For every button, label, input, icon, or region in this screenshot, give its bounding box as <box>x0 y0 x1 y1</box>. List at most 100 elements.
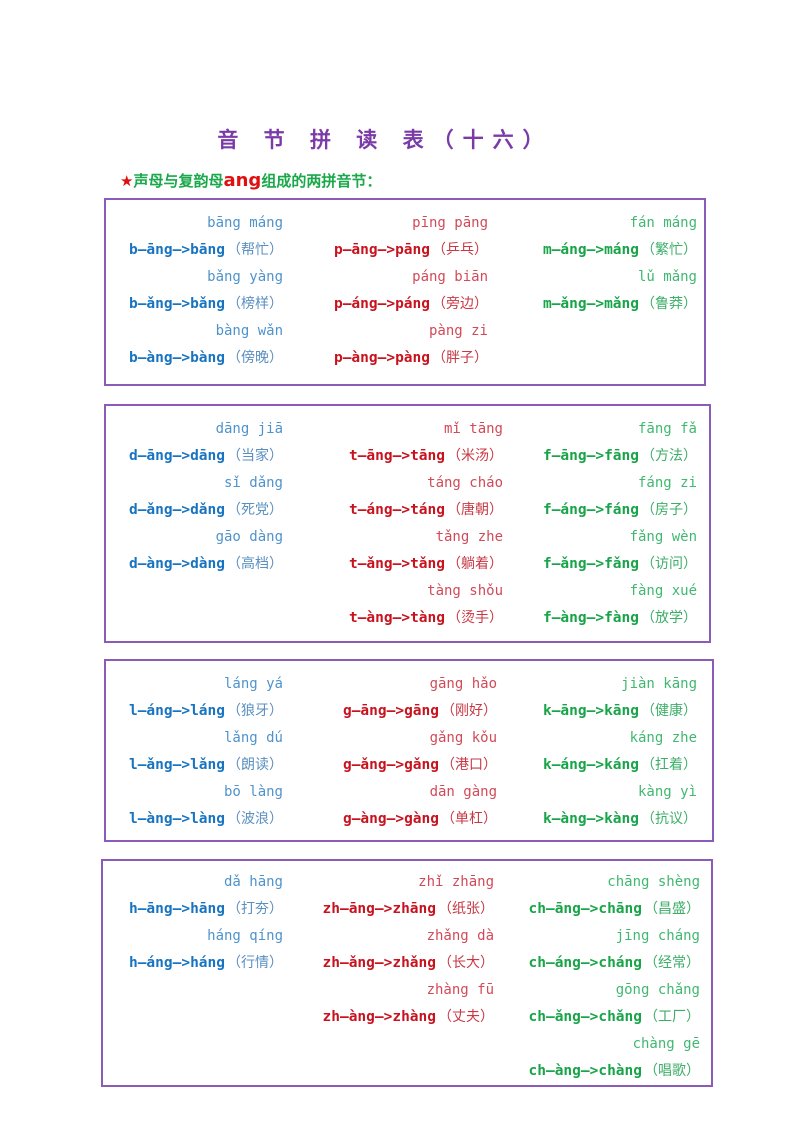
syllable-entry: sǐ dǎng d—ǎng—>dǎng （死党） <box>129 470 283 524</box>
formula-text: ch—ǎng—>chǎng <box>528 1009 643 1025</box>
formula-text: g—ǎng—>gǎng <box>342 757 439 773</box>
formula-text: f—àng—>fàng <box>542 610 639 626</box>
example-word: （胖子） <box>432 350 488 366</box>
formula-text: t—àng—>tàng <box>348 610 445 626</box>
syllable-column: láng yá l—áng—>láng （狼牙） lǎng dú l—ǎng—>lǎ… <box>129 671 283 833</box>
example-word: （经常） <box>644 955 700 971</box>
example-word: （扛着） <box>641 757 697 773</box>
syllable-entry: páng biān p—áng—>páng （旁边） <box>334 264 488 318</box>
spelling-formula: p—àng—>pàng （胖子） <box>334 344 488 372</box>
formula-text: b—āng—>bāng <box>128 242 225 258</box>
spelling-formula: d—ǎng—>dǎng （死党） <box>129 496 283 524</box>
formula-text: t—áng—>táng <box>348 502 445 518</box>
pinyin-word: dān gàng <box>429 784 497 800</box>
example-word: （高档） <box>227 556 283 572</box>
formula-text: b—ǎng—>bǎng <box>128 296 225 312</box>
pinyin-word: lǔ mǎng <box>637 269 697 285</box>
heading-highlight: ang <box>223 170 262 191</box>
example-word: （旁边） <box>432 296 488 312</box>
pinyin-word: láng yá <box>223 676 283 692</box>
syllable-entry: bǎng yàng b—ǎng—>bǎng （榜样） <box>129 264 283 318</box>
spelling-formula: f—āng—>fāng （方法） <box>543 442 697 470</box>
example-word: （放学） <box>641 610 697 626</box>
example-word: （健康） <box>641 703 697 719</box>
pinyin-word: bǎng yàng <box>207 269 283 285</box>
example-word: （狼牙） <box>227 703 283 719</box>
syllable-group-box <box>104 404 711 643</box>
syllable-entry: chāng shèng ch—āng—>chāng （昌盛） <box>529 869 701 923</box>
example-word: （打夯） <box>227 901 283 917</box>
spelling-formula: k—áng—>káng （扛着） <box>543 751 697 779</box>
pinyin-word: káng zhe <box>629 730 697 746</box>
pinyin-word: sǐ dǎng <box>223 475 283 491</box>
formula-text: ch—áng—>cháng <box>528 955 643 971</box>
page-title: 音 节 拼 读 表（十六） <box>217 127 553 152</box>
example-word: （烫手） <box>447 610 503 626</box>
example-word: （刚好） <box>441 703 497 719</box>
syllable-entry: lǎng dú l—ǎng—>lǎng （朗读） <box>129 725 283 779</box>
syllable-entry: gǎng kǒu g—ǎng—>gǎng （港口） <box>343 725 497 779</box>
example-word: （长大） <box>438 955 494 971</box>
pinyin-word: gǎng kǒu <box>429 730 497 746</box>
formula-text: m—ǎng—>mǎng <box>542 296 639 312</box>
syllable-column: gāng hǎo g—āng—>gāng （刚好） gǎng kǒu g—ǎng—>… <box>343 671 497 833</box>
formula-text: ch—àng—>chàng <box>528 1063 643 1079</box>
formula-text: k—āng—>kāng <box>542 703 639 719</box>
pinyin-word: táng cháo <box>427 475 503 491</box>
formula-text: f—ǎng—>fǎng <box>542 556 639 572</box>
spelling-formula: l—àng—>làng （波浪） <box>129 805 283 833</box>
spelling-formula: g—āng—>gāng （刚好） <box>343 697 497 725</box>
spelling-formula: zh—āng—>zhāng （纸张） <box>323 895 495 923</box>
formula-text: zh—āng—>zhāng <box>322 901 437 917</box>
syllable-entry: tǎng zhe t—ǎng—>tǎng （躺着） <box>349 524 503 578</box>
pinyin-word: fàng xué <box>629 583 697 599</box>
syllable-column: dāng jiā d—āng—>dāng （当家） sǐ dǎng d—ǎng—>d… <box>129 416 283 578</box>
spelling-formula: m—áng—>máng （繁忙） <box>543 236 697 264</box>
syllable-entry: dāng jiā d—āng—>dāng （当家） <box>129 416 283 470</box>
syllable-entry: gāng hǎo g—āng—>gāng （刚好） <box>343 671 497 725</box>
pinyin-word: zhǎng dà <box>426 928 494 944</box>
syllable-entry: kàng yì k—àng—>kàng （抗议） <box>543 779 697 833</box>
formula-text: f—āng—>fāng <box>542 448 639 464</box>
formula-text: zh—ǎng—>zhǎng <box>322 955 437 971</box>
pinyin-word: háng qíng <box>207 928 283 944</box>
syllable-column: mǐ tāng t—āng—>tāng （米汤） táng cháo t—áng—>… <box>349 416 503 632</box>
syllable-entry: mǐ tāng t—āng—>tāng （米汤） <box>349 416 503 470</box>
syllable-entry: gāo dàng d—àng—>dàng （高档） <box>129 524 283 578</box>
syllable-entry: bàng wǎn b—àng—>bàng （傍晚） <box>129 318 283 372</box>
syllable-column: jiàn kāng k—āng—>kāng （健康） káng zhe k—áng—… <box>543 671 697 833</box>
pinyin-word: jiàn kāng <box>621 676 697 692</box>
spelling-formula: p—áng—>páng （旁边） <box>334 290 488 318</box>
syllable-entry: dān gàng g—àng—>gàng （单杠） <box>343 779 497 833</box>
formula-text: zh—àng—>zhàng <box>322 1009 437 1025</box>
example-word: （鲁莽） <box>641 296 697 312</box>
spelling-formula: k—àng—>kàng （抗议） <box>543 805 697 833</box>
spelling-formula: g—àng—>gàng （单杠） <box>343 805 497 833</box>
pinyin-word: mǐ tāng <box>443 421 503 437</box>
spelling-formula: d—āng—>dāng （当家） <box>129 442 283 470</box>
pinyin-word: jīng cháng <box>615 928 700 944</box>
syllable-entry: háng qíng h—áng—>háng （行情） <box>129 923 283 977</box>
example-word: （丈夫） <box>438 1009 494 1025</box>
pinyin-word: lǎng dú <box>223 730 283 746</box>
syllable-group-box <box>104 659 714 842</box>
example-word: （单杠） <box>441 811 497 827</box>
syllable-entry: fáng zi f—áng—>fáng （房子） <box>543 470 697 524</box>
formula-text: p—áng—>páng <box>333 296 430 312</box>
formula-text: t—āng—>tāng <box>348 448 445 464</box>
spelling-formula: ch—ǎng—>chǎng （工厂） <box>529 1003 701 1031</box>
syllable-entry: zhǎng dà zh—ǎng—>zhǎng （长大） <box>323 923 495 977</box>
pinyin-word: pàng zi <box>428 323 488 339</box>
pinyin-word: bàng wǎn <box>215 323 283 339</box>
example-word: （死党） <box>227 502 283 518</box>
example-word: （榜样） <box>227 296 283 312</box>
example-word: （昌盛） <box>644 901 700 917</box>
pinyin-word: gāo dàng <box>215 529 283 545</box>
pinyin-word: kàng yì <box>637 784 697 800</box>
formula-text: b—àng—>bàng <box>128 350 225 366</box>
pinyin-word: fán máng <box>629 215 697 231</box>
syllable-entry: tàng shǒu t—àng—>tàng （烫手） <box>349 578 503 632</box>
example-word: （波浪） <box>227 811 283 827</box>
pinyin-word: chàng gē <box>632 1036 700 1052</box>
example-word: （访问） <box>641 556 697 572</box>
